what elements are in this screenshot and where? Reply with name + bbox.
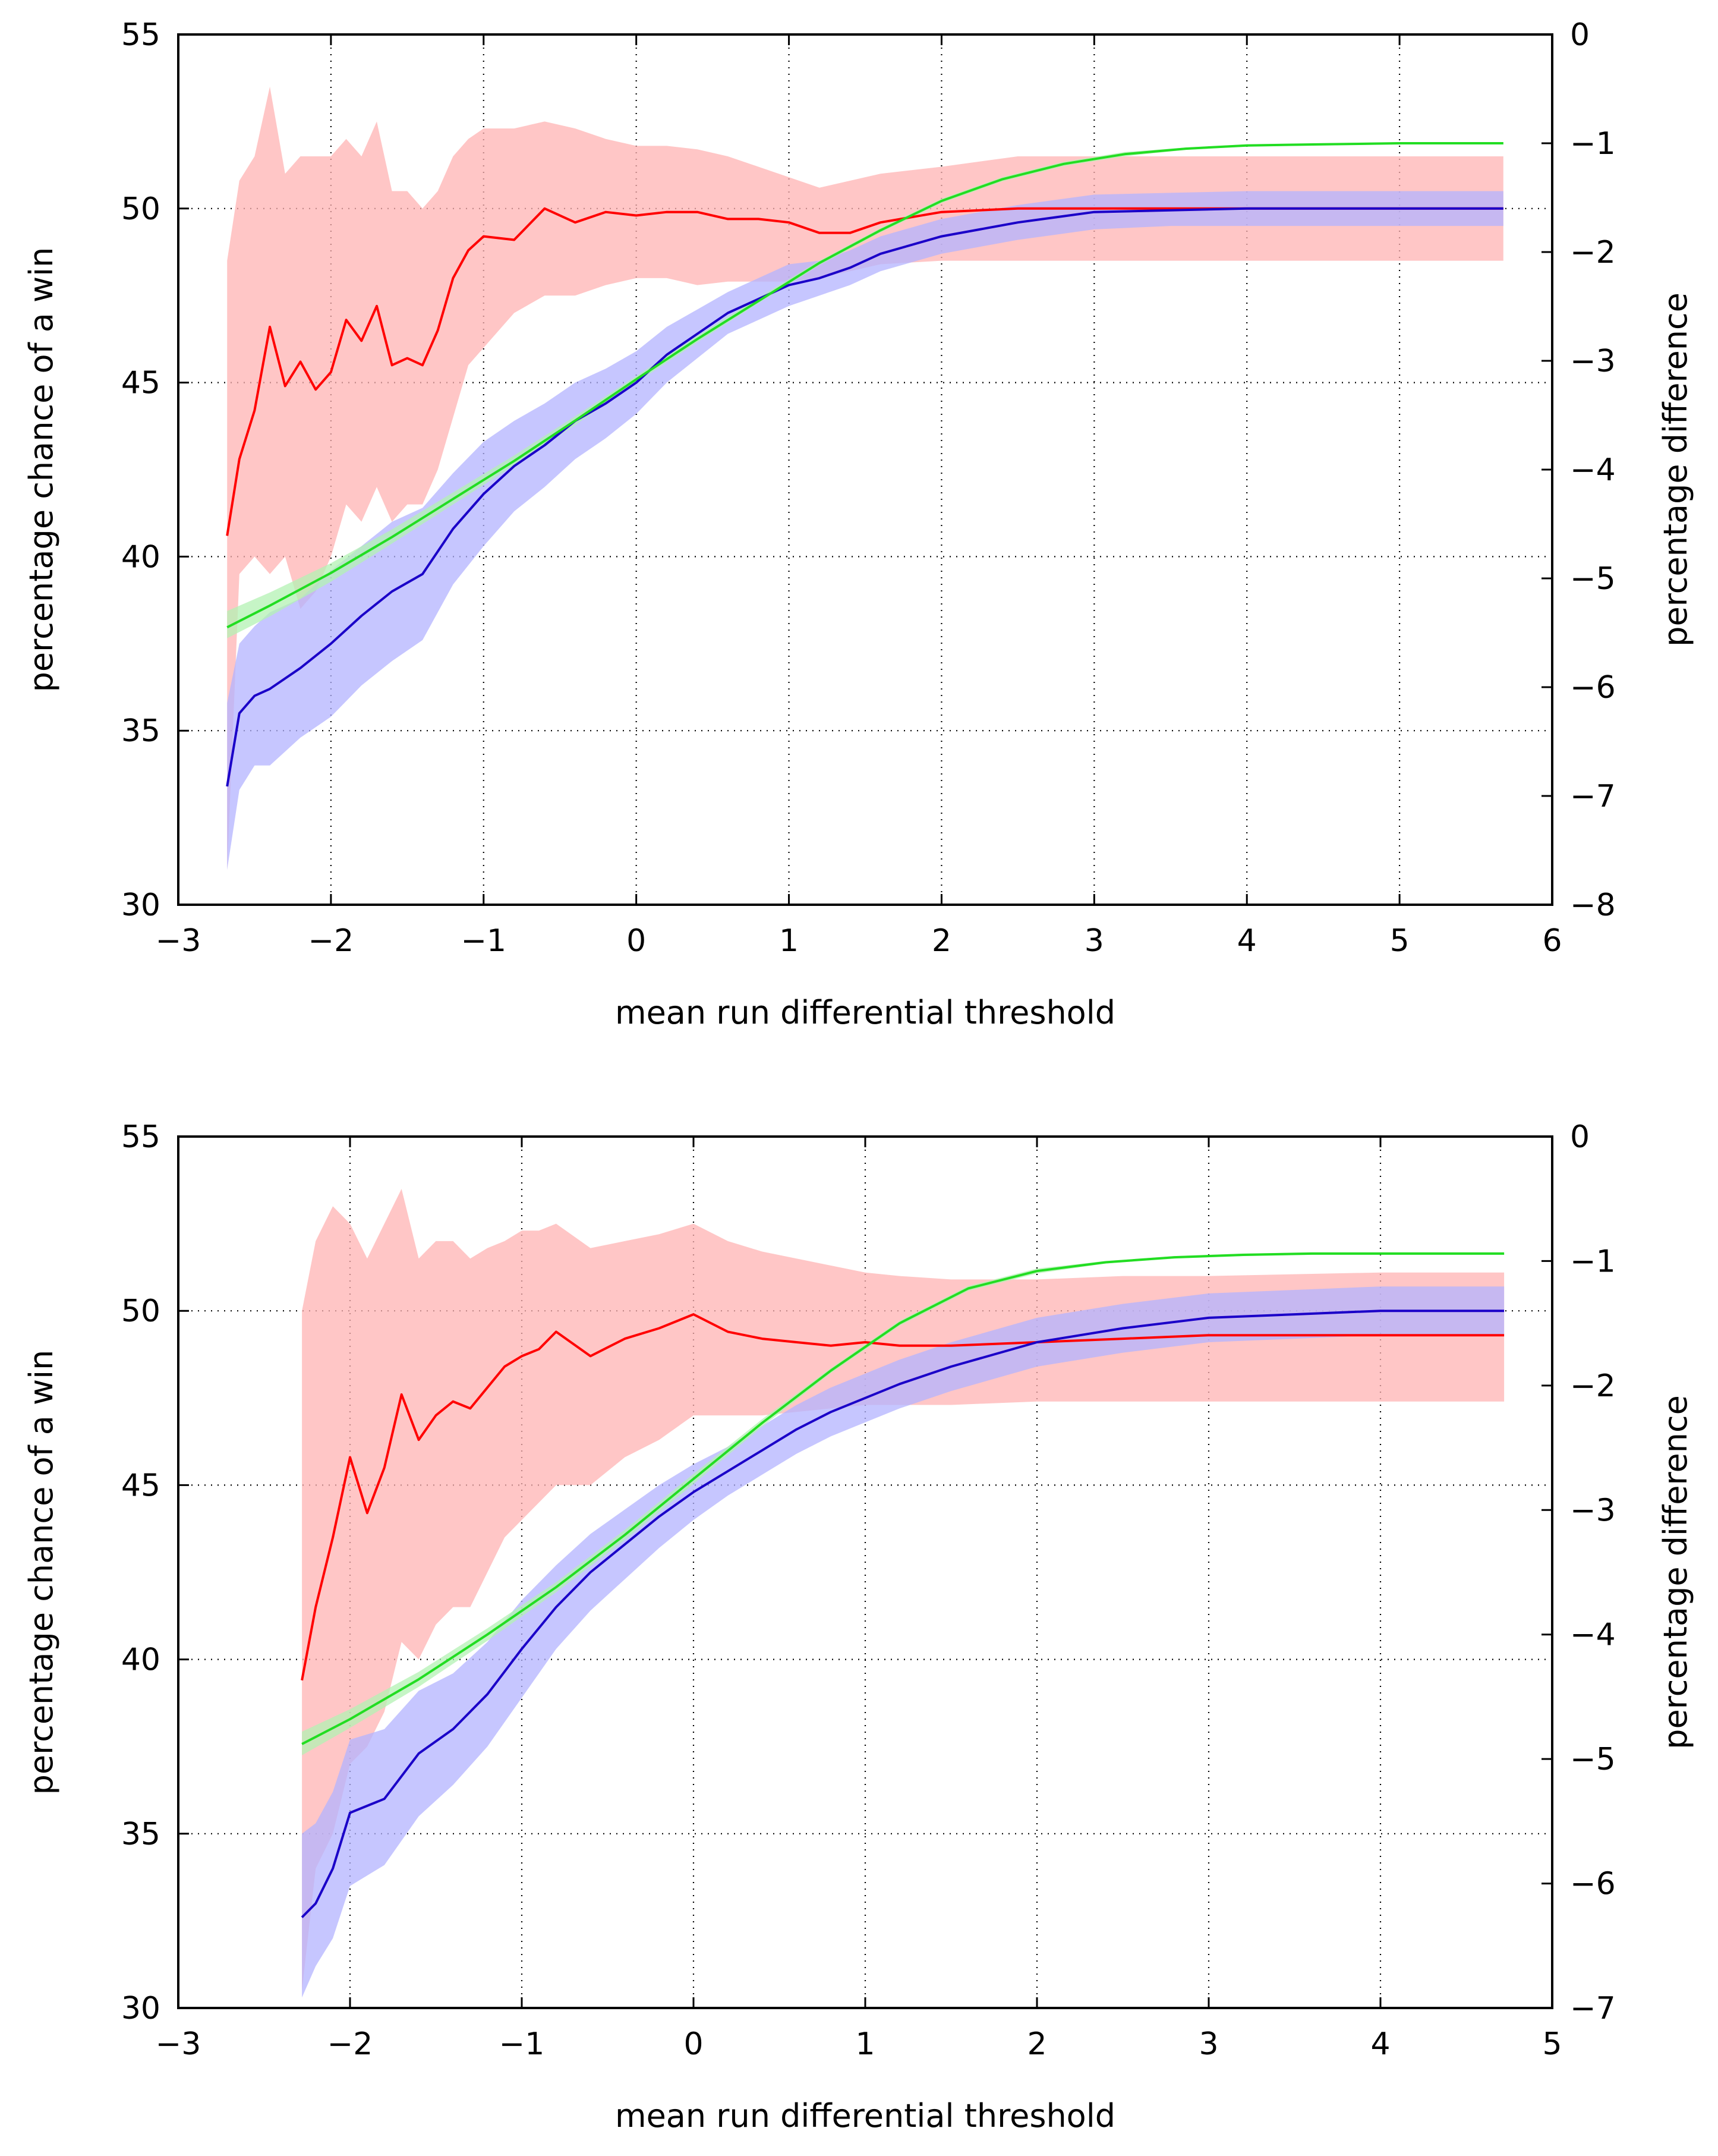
x-tick-label: 4 <box>1237 923 1257 959</box>
x-tick-label: −2 <box>308 923 354 959</box>
chart-top-y2-axis-title: percentage difference <box>1657 292 1694 647</box>
x-tick-label: −2 <box>327 2026 373 2062</box>
y-tick-label: 40 <box>121 539 160 575</box>
x-tick-label: 6 <box>1542 923 1562 959</box>
chart-bottom-y-tick-labels: 30 35 40 45 50 55 <box>121 1119 160 2026</box>
chart-bottom-y2-axis-title: percentage difference <box>1657 1395 1694 1749</box>
green-series-line <box>301 1252 1505 1745</box>
x-tick-label: 1 <box>855 2026 875 2062</box>
chart-top-x-tick-labels: −3 −2 −1 0 1 2 3 4 5 6 <box>156 923 1562 959</box>
blue-series-line <box>226 207 1503 787</box>
x-tick-label: −3 <box>156 923 201 959</box>
y2-tick-label: −6 <box>1570 670 1616 706</box>
chart-bottom-y-axis-title: percentage chance of a win <box>23 1350 60 1795</box>
y-tick-label: 40 <box>121 1642 160 1678</box>
chart-top-lines <box>226 142 1503 787</box>
y2-tick-label: −4 <box>1570 452 1616 488</box>
y-tick-label: 35 <box>121 713 160 749</box>
red-series-line <box>226 207 1503 536</box>
y2-tick-label: −3 <box>1570 1493 1616 1528</box>
chart-bottom-x-axis-title: mean run differential threshold <box>615 2097 1115 2135</box>
y2-tick-label: −1 <box>1570 126 1616 162</box>
y-tick-label: 55 <box>121 17 160 53</box>
chart-bottom-bands <box>302 1189 1505 1998</box>
chart-top-y2-tick-labels: −8 −7 −6 −5 −4 −3 −2 −1 0 <box>1570 17 1616 923</box>
y2-tick-label: −4 <box>1570 1617 1616 1653</box>
y2-tick-label: 0 <box>1570 1119 1590 1155</box>
y2-tick-label: −5 <box>1570 561 1616 597</box>
x-tick-label: 5 <box>1542 2026 1562 2062</box>
chart-bottom-lines <box>301 1252 1505 1918</box>
y2-tick-label: −7 <box>1570 1991 1616 2026</box>
y2-tick-label: 0 <box>1570 17 1590 53</box>
green-series-line <box>226 142 1503 629</box>
blue-confidence-band <box>302 1286 1505 1998</box>
y-tick-label: 45 <box>121 1468 160 1503</box>
x-tick-label: 3 <box>1199 2026 1218 2062</box>
chart-top-y-axis-title: percentage chance of a win <box>23 247 60 693</box>
x-tick-label: −3 <box>156 2026 201 2062</box>
x-tick-label: 3 <box>1085 923 1104 959</box>
blue-confidence-band <box>227 191 1503 870</box>
chart-top-ticks <box>177 33 1553 906</box>
x-tick-label: −1 <box>499 2026 545 2062</box>
chart-top-y-tick-labels: 30 35 40 45 50 55 <box>121 17 160 923</box>
x-tick-label: −1 <box>461 923 506 959</box>
y2-tick-label: −8 <box>1570 887 1616 923</box>
y2-tick-label: −6 <box>1570 1867 1616 1902</box>
x-tick-label: 0 <box>683 2026 703 2062</box>
y-tick-label: 30 <box>121 887 160 923</box>
chart-top-bands <box>227 86 1503 870</box>
y2-tick-label: −2 <box>1570 235 1616 270</box>
y2-tick-label: −7 <box>1570 779 1616 814</box>
chart-bottom-ticks <box>177 1135 1553 2009</box>
blue-series-line <box>301 1310 1505 1918</box>
y2-tick-label: −2 <box>1570 1368 1616 1404</box>
red-confidence-band <box>227 86 1503 870</box>
y-tick-label: 35 <box>121 1817 160 1852</box>
x-tick-label: 2 <box>1027 2026 1046 2062</box>
x-tick-label: 2 <box>932 923 951 959</box>
red-series-line <box>301 1313 1505 1681</box>
y-tick-label: 55 <box>121 1119 160 1155</box>
chart-bottom-y2-tick-labels: −7 −6 −5 −4 −3 −2 −1 0 <box>1570 1119 1616 2026</box>
red-confidence-band <box>302 1189 1505 1991</box>
y2-tick-label: −3 <box>1570 344 1616 379</box>
chart-top-x-axis-title: mean run differential threshold <box>615 994 1115 1031</box>
chart-bottom-x-tick-labels: −3 −2 −1 0 1 2 3 4 5 <box>156 2026 1562 2062</box>
y-tick-label: 50 <box>121 1293 160 1329</box>
x-tick-label: 1 <box>779 923 799 959</box>
y-tick-label: 50 <box>121 191 160 227</box>
y-tick-label: 45 <box>121 366 160 401</box>
y2-tick-label: −1 <box>1570 1244 1616 1279</box>
y2-tick-label: −5 <box>1570 1742 1616 1777</box>
x-tick-label: 4 <box>1370 2026 1390 2062</box>
x-tick-label: 0 <box>626 923 646 959</box>
y-tick-label: 30 <box>121 1991 160 2026</box>
x-tick-label: 5 <box>1390 923 1410 959</box>
